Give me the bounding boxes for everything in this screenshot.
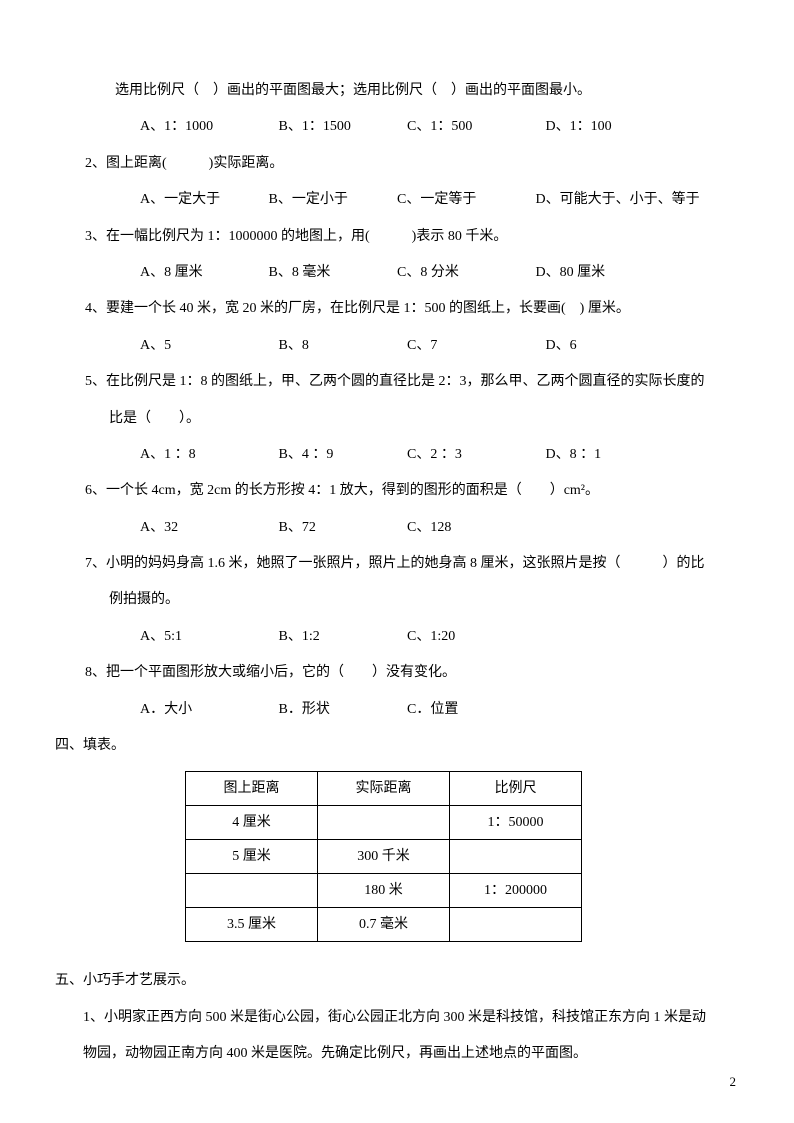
q8-stem: 8、把一个平面图形放大或缩小后，它的（ ）没有变化。 — [85, 662, 739, 684]
section-5-title: 五、小巧手才艺展示。 — [55, 970, 739, 992]
cell: 1：200000 — [450, 874, 582, 908]
q7-cont: 例拍摄的。 — [109, 589, 739, 611]
q3-options: A、8 厘米 B、8 毫米 C、8 分米 D、80 厘米 — [140, 262, 739, 284]
q4-opt-d: D、6 — [546, 335, 577, 357]
q3-opt-c: C、8 分米 — [397, 262, 532, 284]
table-row: 180 米 1：200000 — [186, 874, 582, 908]
cell: 4 厘米 — [186, 806, 318, 840]
q5-stem: 5、在比例尺是 1：8 的图纸上，甲、乙两个圆的直径比是 2：3，那么甲、乙两个… — [85, 371, 739, 393]
cell: 1：50000 — [450, 806, 582, 840]
table-row: 5 厘米 300 千米 — [186, 840, 582, 874]
q6-options: A、32 B、72 C、128 — [140, 517, 739, 539]
q7-stem: 7、小明的妈妈身高 1.6 米，她照了一张照片，照片上的她身高 8 厘米，这张照… — [85, 553, 739, 575]
q8-opt-c: C．位置 — [407, 699, 458, 721]
q3-opt-d: D、80 厘米 — [536, 262, 606, 284]
q5-opt-d: D、8 ：1 — [546, 444, 602, 466]
cell: 180 米 — [318, 874, 450, 908]
q2-opt-d: D、可能大于、小于、等于 — [536, 189, 700, 211]
q4-stem: 4、要建一个长 40 米，宽 20 米的厂房，在比例尺是 1：500 的图纸上，… — [85, 298, 739, 320]
cell — [186, 874, 318, 908]
q2-opt-b: B、一定小于 — [269, 189, 394, 211]
th-2: 实际距离 — [318, 772, 450, 806]
q6-stem: 6、一个长 4cm，宽 2cm 的长方形按 4：1 放大，得到的图形的面积是（ … — [85, 480, 739, 502]
q1-opt-a: A、1：1000 — [140, 116, 275, 138]
q1-opt-d: D、1：100 — [546, 116, 612, 138]
q7-options: A、5:1 B、1:2 C、1:20 — [140, 626, 739, 648]
q6-opt-a: A、32 — [140, 517, 275, 539]
cell: 5 厘米 — [186, 840, 318, 874]
cell — [450, 908, 582, 942]
th-3: 比例尺 — [450, 772, 582, 806]
q2-opt-c: C、一定等于 — [397, 189, 532, 211]
cell: 3.5 厘米 — [186, 908, 318, 942]
table-row: 3.5 厘米 0.7 毫米 — [186, 908, 582, 942]
cell: 300 千米 — [318, 840, 450, 874]
q5-1-line1: 1、小明家正西方向 500 米是街心公园，街心公园正北方向 300 米是科技馆，… — [83, 1007, 739, 1029]
q6-opt-b: B、72 — [279, 517, 404, 539]
q7-opt-c: C、1:20 — [407, 626, 455, 648]
q1-opt-c: C、1：500 — [407, 116, 542, 138]
q4-opt-c: C、7 — [407, 335, 542, 357]
q2-options: A、一定大于 B、一定小于 C、一定等于 D、可能大于、小于、等于 — [140, 189, 739, 211]
q3-opt-b: B、8 毫米 — [269, 262, 394, 284]
table-row: 4 厘米 1：50000 — [186, 806, 582, 840]
q6-opt-c: C、128 — [407, 517, 451, 539]
q5-options: A、1 ：8 B、4 ：9 C、2 ：3 D、8 ：1 — [140, 444, 739, 466]
th-1: 图上距离 — [186, 772, 318, 806]
fill-table: 图上距离 实际距离 比例尺 4 厘米 1：50000 5 厘米 300 千米 1… — [185, 771, 739, 942]
q7-opt-a: A、5:1 — [140, 626, 275, 648]
q1-opt-b: B、1：1500 — [279, 116, 404, 138]
page-number: 2 — [730, 1072, 737, 1093]
q2-stem: 2、图上距离( )实际距离。 — [85, 153, 739, 175]
q7-opt-b: B、1:2 — [279, 626, 404, 648]
section-4-title: 四、填表。 — [55, 735, 739, 757]
q1-stem: 选用比例尺（ ）画出的平面图最大；选用比例尺（ ）画出的平面图最小。 — [115, 80, 739, 102]
q4-options: A、5 B、8 C、7 D、6 — [140, 335, 739, 357]
cell — [318, 806, 450, 840]
cell — [450, 840, 582, 874]
q5-1-line2: 物园，动物园正南方向 400 米是医院。先确定比例尺，再画出上述地点的平面图。 — [83, 1043, 739, 1065]
q5-opt-a: A、1 ：8 — [140, 444, 275, 466]
q4-opt-a: A、5 — [140, 335, 275, 357]
q3-stem: 3、在一幅比例尺为 1：1000000 的地图上，用( )表示 80 千米。 — [85, 226, 739, 248]
q5-opt-c: C、2 ：3 — [407, 444, 542, 466]
q3-opt-a: A、8 厘米 — [140, 262, 265, 284]
q8-options: A．大小 B．形状 C．位置 — [140, 699, 739, 721]
q8-opt-b: B．形状 — [279, 699, 404, 721]
q5-opt-b: B、4 ：9 — [279, 444, 404, 466]
q1-options: A、1：1000 B、1：1500 C、1：500 D、1：100 — [140, 116, 739, 138]
q2-opt-a: A、一定大于 — [140, 189, 265, 211]
q5-cont: 比是（ ）。 — [109, 408, 739, 430]
q8-opt-a: A．大小 — [140, 699, 275, 721]
table-header-row: 图上距离 实际距离 比例尺 — [186, 772, 582, 806]
q4-opt-b: B、8 — [279, 335, 404, 357]
cell: 0.7 毫米 — [318, 908, 450, 942]
